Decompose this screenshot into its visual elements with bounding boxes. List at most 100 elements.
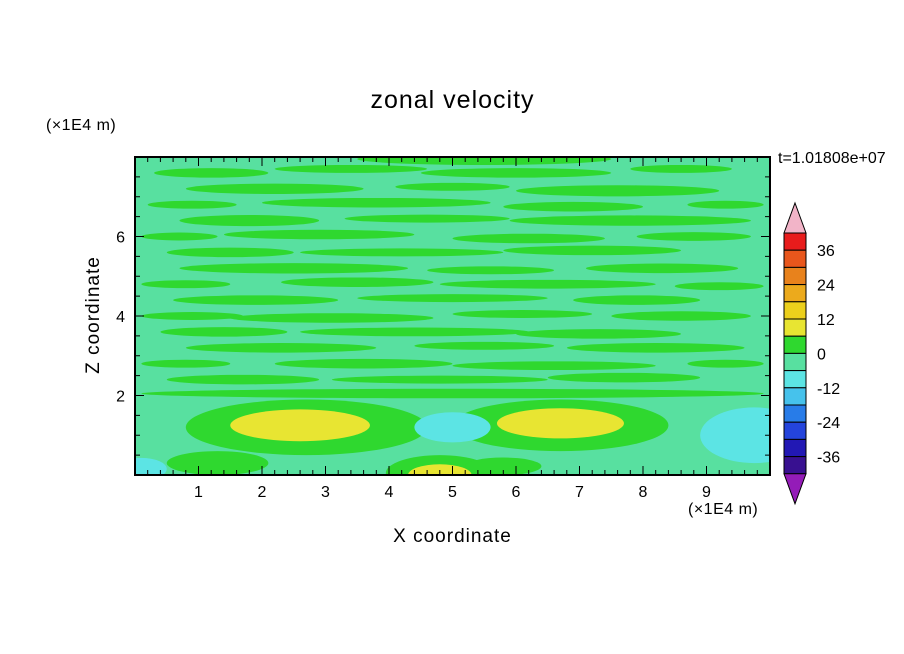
contour-blob-green — [141, 388, 764, 399]
contour-blob-green — [452, 361, 656, 371]
y-tick-label: 4 — [116, 309, 125, 326]
x-tick-label: 4 — [385, 484, 394, 501]
colorbar-segment — [783, 387, 807, 406]
contour-blob-green — [630, 164, 732, 173]
colorbar-under-arrow — [783, 473, 807, 506]
contour-blob-green — [674, 282, 764, 291]
contour-blob-green — [147, 200, 237, 209]
contour-blob-green — [185, 183, 364, 194]
colorbar-label: -36 — [817, 450, 840, 467]
contour-blob-green — [344, 214, 510, 223]
colorbar-segment — [783, 335, 807, 354]
contour-blob-green — [357, 294, 548, 303]
contour-blob-green — [357, 157, 612, 165]
contour-blob-green — [573, 295, 701, 305]
contour-blob-green — [611, 311, 751, 321]
contour-blob-yellow — [230, 409, 370, 442]
contour-blob-green — [141, 280, 231, 289]
contour-blob-green — [274, 164, 428, 173]
x-tick-label: 7 — [575, 484, 584, 501]
colorbar-segment — [783, 284, 807, 303]
chart-title: zonal velocity — [370, 86, 535, 114]
colorbar-label: 36 — [817, 243, 835, 260]
x-tick-label: 6 — [512, 484, 521, 501]
y-tick-label: 6 — [116, 230, 125, 247]
colorbar-segment — [783, 318, 807, 337]
colorbar-segment — [783, 421, 807, 440]
colorbar-segment — [783, 456, 807, 475]
x-tick-label: 5 — [448, 484, 457, 501]
contour-blob-green — [503, 245, 682, 256]
colorbar-segment — [783, 404, 807, 423]
contour-blob-green — [141, 312, 243, 320]
colorbar-segment — [783, 370, 807, 389]
x-tick-label: 9 — [702, 484, 711, 501]
contour-blob-green — [465, 457, 542, 475]
colorbar-segment — [783, 266, 807, 286]
colorbar-label: -12 — [817, 381, 840, 398]
contour-blob-green — [281, 277, 434, 287]
contour-blob-green — [503, 201, 643, 212]
contour-blob-cyan — [414, 412, 491, 443]
colorbar-segment — [783, 438, 807, 458]
colorbar-segment — [783, 352, 807, 372]
contour-blob-green — [166, 374, 320, 385]
contour-blob-green — [160, 327, 288, 337]
contour-blob-green — [516, 329, 682, 339]
contour-blob-green — [274, 358, 453, 369]
contour-blob-green — [566, 343, 745, 353]
contour-field — [135, 157, 770, 475]
contour-blob-green — [516, 185, 720, 197]
contour-blob-green — [230, 313, 434, 323]
contour-blob-green — [331, 375, 548, 384]
colorbar-segment — [783, 249, 807, 268]
axis-ticks — [134, 156, 771, 476]
y-axis-unit-label: (×1E4 m) — [46, 117, 117, 134]
contour-blob-yellow — [408, 464, 472, 475]
colorbar: 36 24 12 0 -12 -24 -36 — [783, 201, 840, 506]
contour-blob-green — [452, 233, 605, 244]
contour-blob-green — [420, 168, 612, 178]
colorbar-label: 0 — [817, 346, 826, 363]
contour-blob-green — [439, 279, 656, 289]
contour-blob-green — [141, 359, 231, 368]
contour-blob-green — [636, 232, 751, 241]
contour-blob-yellow — [496, 408, 624, 439]
x-axis-title: X coordinate — [393, 526, 512, 547]
contour-blob-green — [179, 215, 320, 227]
contour-blob-green — [173, 295, 339, 305]
y-tick-label: 2 — [116, 389, 125, 406]
contour-blob-green — [509, 215, 751, 226]
contour-blob-green — [185, 343, 377, 353]
x-axis-unit-label: (×1E4 m) — [688, 501, 759, 518]
x-tick-label: 1 — [194, 484, 203, 501]
contour-blob-green — [179, 263, 409, 274]
contour-blob-green — [547, 372, 701, 383]
contour-blob-green — [585, 263, 739, 274]
contour-blob-cyan — [700, 407, 770, 464]
colorbar-segment — [783, 232, 807, 251]
colorbar-segment — [783, 301, 807, 320]
colorbar-label: -24 — [817, 415, 840, 432]
contour-blob-green — [141, 232, 218, 241]
timestamp-label: t=1.01808e+07 — [778, 150, 886, 167]
contour-blob-green — [300, 248, 504, 257]
contour-blob-green — [414, 341, 555, 350]
colorbar-over-arrow — [783, 201, 807, 234]
contour-blob-green — [166, 451, 269, 475]
contour-blob-green — [687, 200, 764, 209]
contour-blob-green — [395, 182, 510, 191]
x-tick-label: 3 — [321, 484, 330, 501]
x-tick-label: 2 — [258, 484, 267, 501]
contour-blob-green — [300, 327, 529, 337]
x-tick-label: 8 — [639, 484, 648, 501]
contour-blob-green — [452, 310, 593, 318]
contour-blob-green — [166, 247, 294, 258]
contour-blob-green — [427, 266, 555, 275]
contour-blob-cyan — [135, 457, 167, 475]
contour-blob-green — [223, 229, 415, 240]
contour-blob-green — [687, 359, 764, 368]
contour-blob-green — [154, 168, 269, 178]
